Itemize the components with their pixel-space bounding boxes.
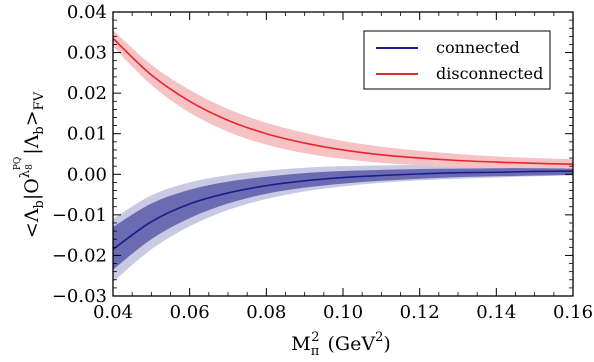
y-axis-title-left: <Λ: [21, 208, 43, 238]
y-tick-label-0: −0.03: [52, 286, 107, 307]
legend: connected disconnected: [363, 30, 551, 90]
y-tick-label-7: 0.04: [67, 2, 107, 23]
tick-labels: 0.04 0.06 0.08 0.10 0.12 0.14 0.16 −0.03 −0.02 −0…: [52, 2, 593, 323]
series-line-connected: [113, 170, 573, 250]
y-axis-title-supsub: 8: [25, 164, 35, 170]
y-axis-title-mid: |O: [21, 178, 43, 200]
y-axis-title-sub1: b: [32, 200, 47, 208]
band-inner-connected: [113, 167, 573, 270]
x-tick-label-2: 0.08: [246, 302, 286, 323]
x-axis-title-unit: (GeV: [328, 333, 376, 355]
y-axis-title-sub3: FV: [32, 91, 47, 110]
band-outer-disconnected: [113, 30, 573, 169]
x-tick-label-6: 0.16: [553, 302, 593, 323]
y-axis-title-right: >: [21, 110, 43, 126]
axis-ticks: [112, 11, 574, 297]
legend-label-disconnected: disconnected: [436, 64, 543, 83]
y-axis-title-bar: |Λ: [21, 134, 43, 154]
legend-label-connected: connected: [436, 38, 520, 57]
y-tick-label-5: 0.02: [67, 83, 107, 104]
x-tick-label-5: 0.14: [476, 302, 516, 323]
x-tick-label-1: 0.06: [170, 302, 210, 323]
x-axis-title-sub: π: [311, 344, 320, 359]
series-lines: [113, 37, 573, 250]
x-tick-label-4: 0.12: [400, 302, 440, 323]
x-tick-label-0: 0.04: [93, 302, 133, 323]
y-axis-title: <Λb|Oλ8PQ|Λb>FV: [13, 91, 47, 238]
y-axis-title-sup: λ: [18, 170, 33, 178]
x-axis-title-unit-close: ): [383, 333, 390, 355]
x-axis-title-base: M: [291, 333, 310, 355]
y-tick-label-3: 0.00: [67, 164, 107, 185]
y-tick-label-1: −0.02: [52, 245, 107, 266]
y-axis-title-sub2: b: [32, 126, 47, 134]
x-tick-label-3: 0.10: [323, 302, 363, 323]
x-axis-title-sup: 2: [311, 330, 319, 345]
y-tick-label-6: 0.03: [67, 43, 107, 64]
y-axis-title-supsup: PQ: [13, 157, 23, 170]
x-axis-title-unit-sup: 2: [375, 330, 383, 345]
series-line-disconnected: [113, 37, 573, 165]
x-axis-title: Mπ2 (GeV2): [291, 330, 391, 359]
y-tick-label-4: 0.01: [67, 124, 107, 145]
legend-box: [363, 30, 551, 90]
y-tick-label-2: −0.01: [52, 205, 107, 226]
